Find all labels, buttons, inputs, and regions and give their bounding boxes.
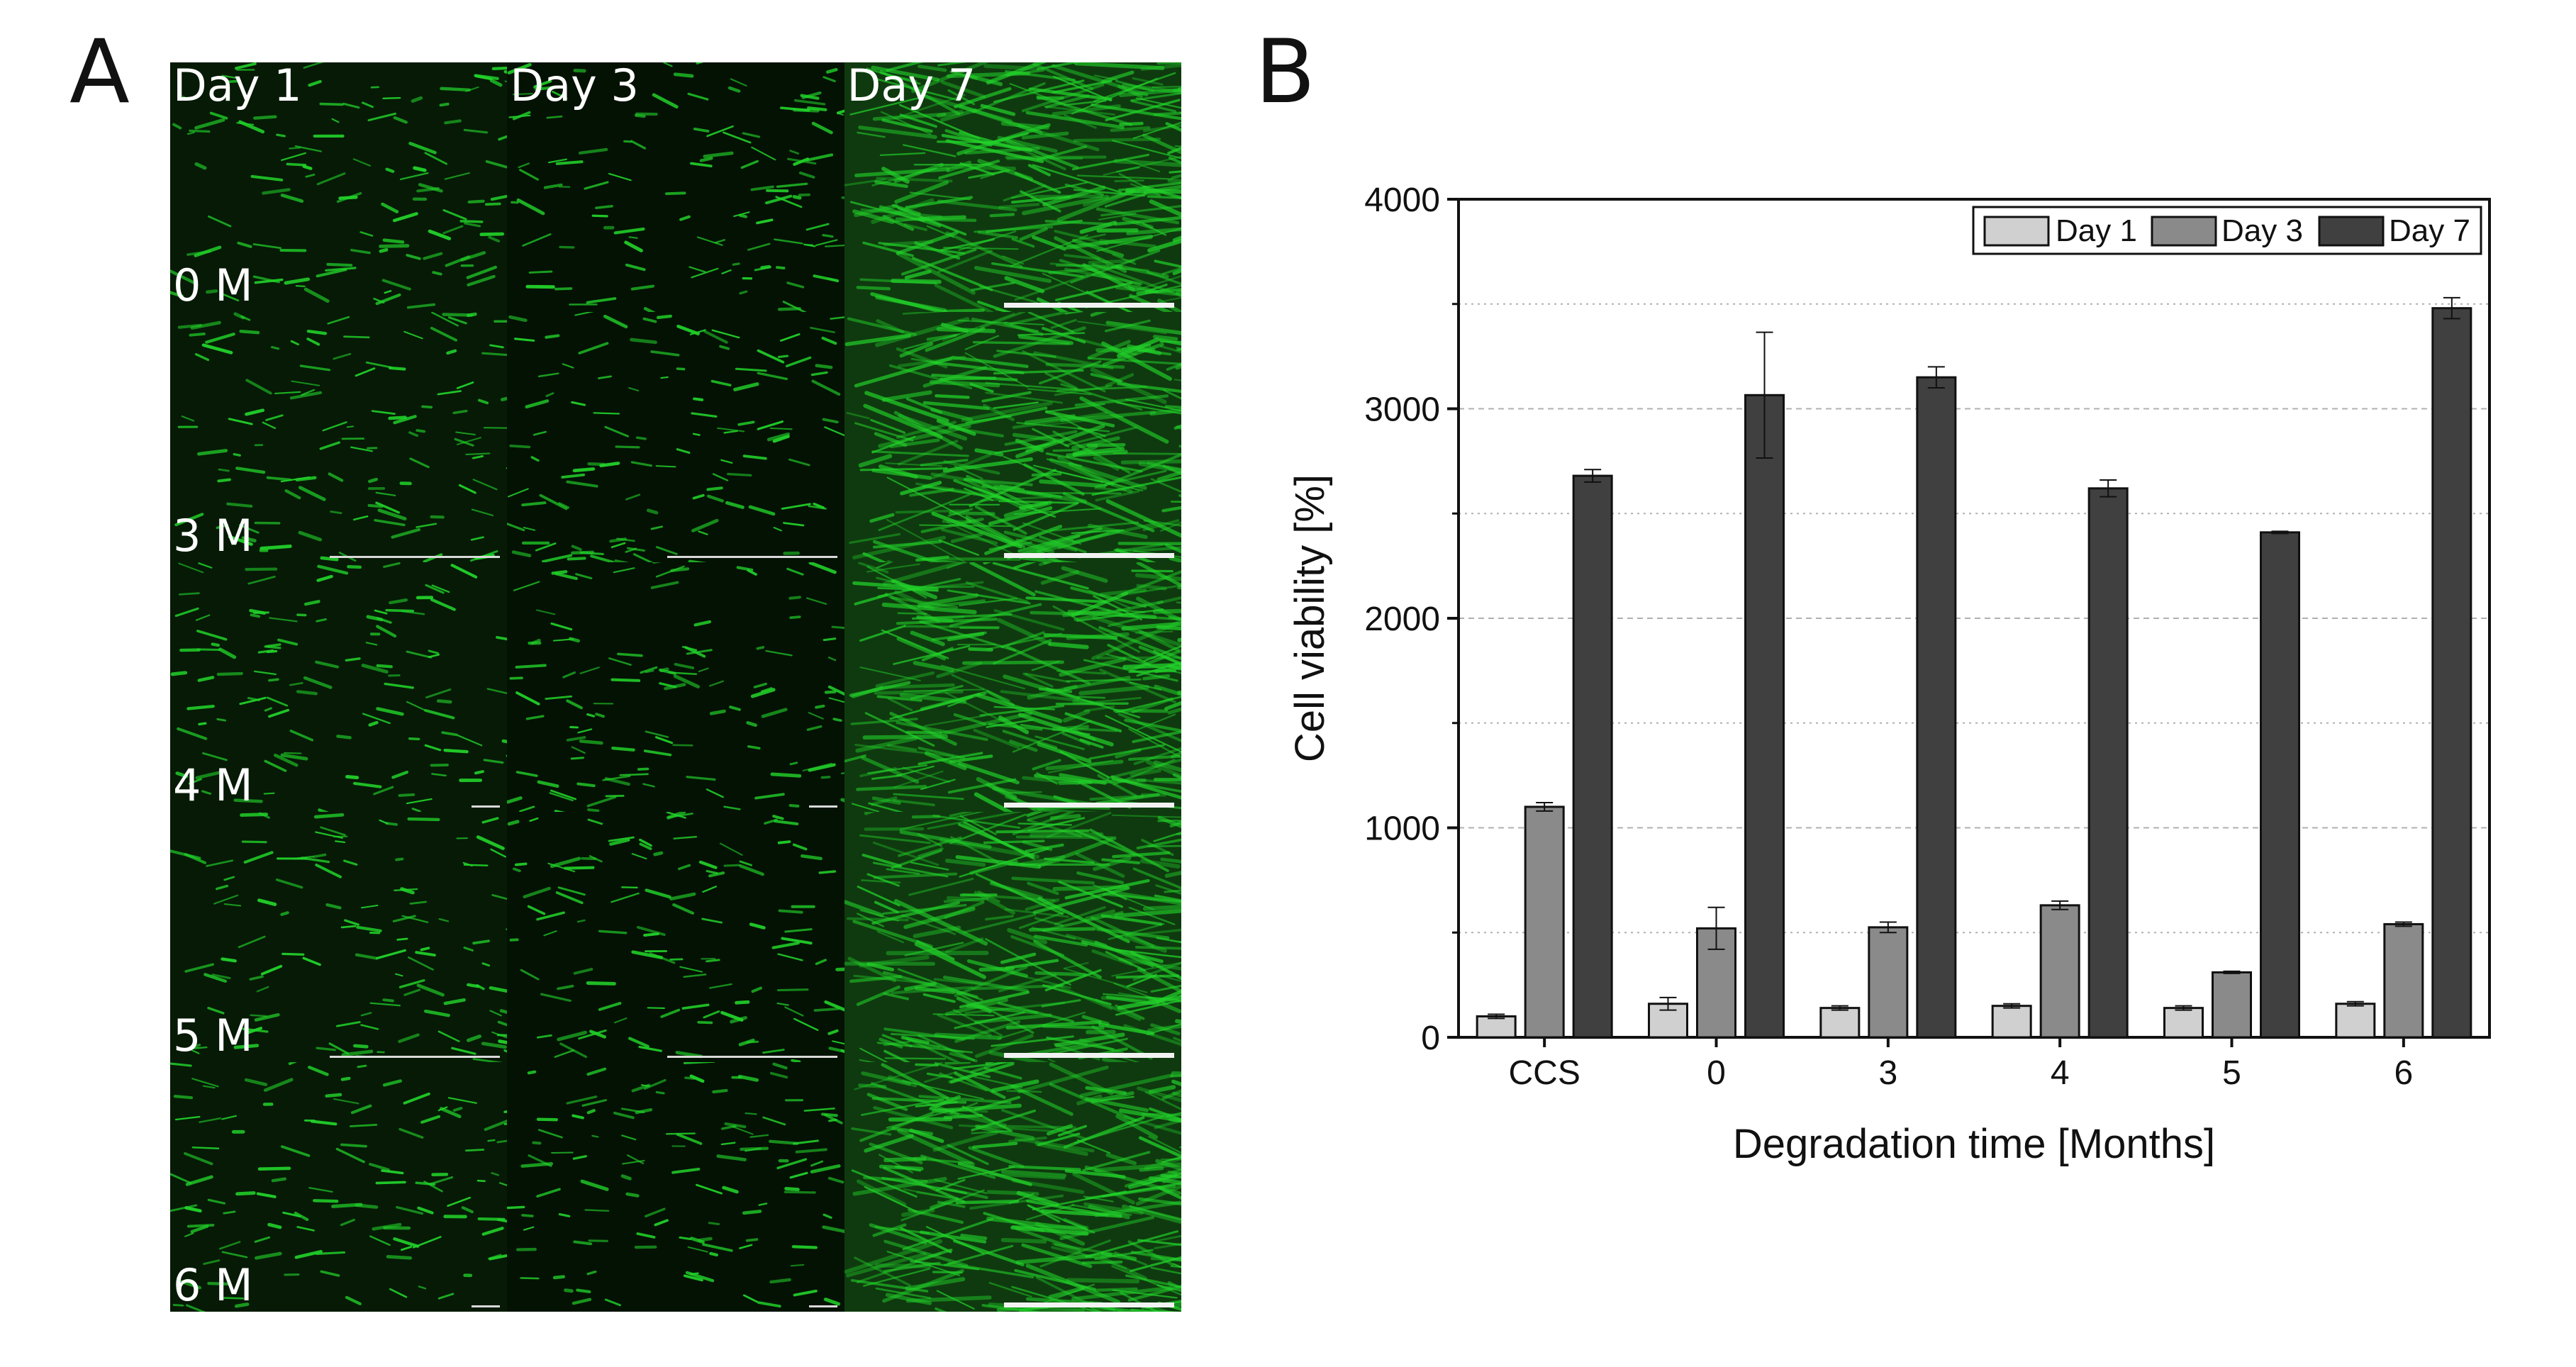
column-label: Day 7 <box>847 60 976 111</box>
x-tick-label: 5 <box>2222 1054 2241 1092</box>
legend-swatch <box>1983 216 2050 247</box>
scale-bar <box>667 1055 837 1058</box>
micrograph-tile <box>507 312 844 562</box>
panel-b-letter: B <box>1255 21 1316 123</box>
row-label: 6 M <box>173 1259 253 1311</box>
bar <box>1868 926 1909 1039</box>
scale-bar <box>472 805 501 808</box>
scale-bar <box>1003 1052 1174 1058</box>
y-tick-label: 1000 <box>1364 810 1440 848</box>
micrograph-tile <box>170 312 508 562</box>
micrograph-tile <box>844 1061 1181 1312</box>
bar <box>2260 531 2300 1039</box>
scale-bar <box>667 555 837 558</box>
x-tick-label: 6 <box>2394 1054 2413 1092</box>
scale-bar <box>330 1055 501 1058</box>
legend-label: Day 3 <box>2221 213 2303 248</box>
y-tick-label: 2000 <box>1364 601 1440 638</box>
scale-bar <box>472 1305 501 1307</box>
bar <box>1744 394 1785 1039</box>
micrograph-tile <box>507 562 844 813</box>
micrograph-tile <box>170 1061 508 1312</box>
y-tick-label: 4000 <box>1364 182 1440 219</box>
x-tick-label: CCS <box>1508 1054 1580 1092</box>
x-axis-label: Degradation time [Months] <box>1733 1121 2215 1167</box>
row-label: 0 M <box>173 260 253 312</box>
micrograph-tile <box>844 62 1181 313</box>
bar <box>2431 307 2472 1039</box>
viability-bar-chart: 0 1000 2000 3000 4000 CCS 0 3 4 5 6 Degradation tim… <box>1287 182 2491 1167</box>
bar <box>2335 1003 2376 1039</box>
y-tick-label: 0 <box>1421 1020 1440 1057</box>
legend-label: Day 1 <box>2056 213 2137 248</box>
scale-bar <box>1003 1302 1174 1307</box>
scale-bar <box>1003 303 1174 308</box>
micrograph-tile <box>507 1061 844 1312</box>
scale-bar <box>1003 803 1174 808</box>
scale-bar <box>808 1305 837 1307</box>
row-label: 3 M <box>173 509 253 562</box>
row-label: 4 M <box>173 759 253 812</box>
panel-a-letter: A <box>69 21 130 123</box>
bar <box>1819 1007 1861 1039</box>
legend-swatch <box>2151 216 2217 247</box>
x-tick-label: 3 <box>1878 1054 1897 1092</box>
micrograph-tile <box>170 562 508 813</box>
scale-bar <box>330 555 501 558</box>
row-label: 5 M <box>173 1009 253 1061</box>
micrograph-tile <box>844 312 1181 562</box>
legend-box <box>1972 206 2482 255</box>
micrograph-tile <box>507 62 844 313</box>
bar <box>1524 805 1565 1039</box>
micrograph-tile <box>844 812 1181 1062</box>
bar <box>2212 971 2252 1039</box>
bar <box>2039 904 2080 1039</box>
y-tick-label: 3000 <box>1364 391 1440 429</box>
bar <box>2087 487 2129 1039</box>
x-tick-label: 4 <box>2051 1054 2070 1092</box>
column-label: Day 1 <box>173 60 302 111</box>
micrograph-tile <box>844 562 1181 813</box>
scale-bar <box>1003 552 1174 558</box>
bar <box>2383 922 2424 1039</box>
micrograph-tile <box>170 62 508 313</box>
y-axis-label: Cell viability [%] <box>1287 474 1333 762</box>
micrograph-tile <box>170 812 508 1062</box>
legend-label: Day 7 <box>2389 213 2470 248</box>
bar <box>1572 474 1613 1039</box>
bar <box>1991 1005 2032 1039</box>
micrograph-tile <box>507 812 844 1062</box>
legend-swatch <box>2318 216 2385 247</box>
bar <box>2163 1007 2204 1039</box>
bar <box>1916 376 1957 1039</box>
column-label: Day 3 <box>510 60 639 111</box>
bar <box>1476 1015 1517 1039</box>
x-tick-label: 0 <box>1707 1054 1726 1092</box>
micrograph-grid: Day 1 Day 3 Day 7 0 M 3 M 4 M 5 M 6 M <box>170 62 1181 1312</box>
scale-bar <box>808 805 837 808</box>
